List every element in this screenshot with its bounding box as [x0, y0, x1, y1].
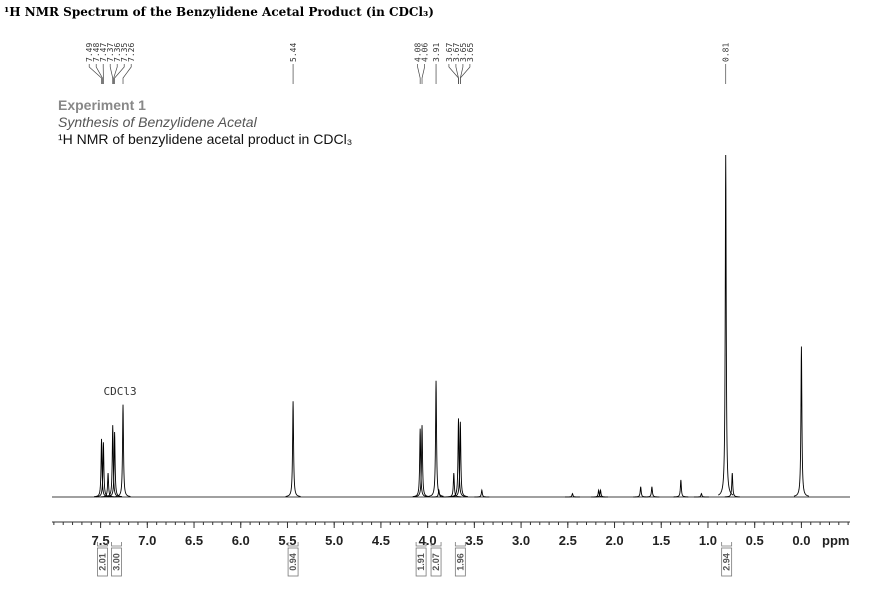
- x-tick-label: 6.5: [185, 533, 203, 548]
- x-tick-label: 4.0: [419, 533, 437, 548]
- peak: [412, 428, 428, 498]
- x-tick-label: 5.5: [278, 533, 296, 548]
- x-tick-label: 6.0: [232, 533, 250, 548]
- integral-box: [454, 547, 466, 577]
- peak: [724, 473, 740, 498]
- peak-leader: [114, 64, 125, 84]
- peak: [474, 488, 490, 498]
- peak: [414, 425, 430, 498]
- header-line: ¹H NMR of benzylidene acetal product in …: [58, 131, 352, 147]
- peak: [452, 421, 468, 498]
- integral-label: 2.07: [431, 553, 441, 571]
- peak-label: 3.65: [459, 43, 468, 62]
- peak-label: 5.44: [289, 43, 298, 62]
- peak: [431, 488, 447, 498]
- integral-bracket: [430, 542, 442, 547]
- integral-box: [97, 547, 108, 577]
- integral-bracket: [111, 542, 122, 547]
- x-tick-label: 2.0: [605, 533, 623, 548]
- header-line: Synthesis of Benzylidene Acetal: [58, 114, 258, 130]
- peak: [107, 432, 123, 498]
- x-tick-label: 0.5: [746, 533, 764, 548]
- peak: [285, 401, 301, 497]
- peak-leader: [88, 64, 102, 84]
- x-tick-label: 3.0: [512, 533, 530, 548]
- peak-label: 3.91: [432, 43, 441, 62]
- integral-box: [430, 547, 442, 577]
- peak: [450, 418, 466, 498]
- integral-label: 1.96: [455, 553, 465, 571]
- x-tick-label: 3.5: [465, 533, 483, 548]
- integral-box: [721, 547, 733, 577]
- peak-label: 7.48: [92, 43, 101, 62]
- peak-label: 7.49: [85, 43, 94, 62]
- integral-bracket: [454, 542, 466, 547]
- peak-leader: [459, 64, 464, 84]
- x-tick-label: 1.5: [652, 533, 670, 548]
- peak-label: 7.47: [99, 43, 108, 62]
- x-tick-label: 0.0: [792, 533, 810, 548]
- peak-leader: [421, 64, 425, 84]
- peak-label: 3.67: [445, 43, 454, 62]
- peak-leader: [455, 64, 459, 84]
- integral-box: [111, 547, 122, 577]
- integral-bracket: [97, 542, 108, 547]
- peak-leader: [459, 64, 471, 84]
- x-tick-label: 2.5: [559, 533, 577, 548]
- peak: [115, 404, 131, 497]
- peak-label: 4.06: [421, 43, 430, 62]
- peak-leader: [109, 64, 114, 84]
- chart-title: ¹H NMR Spectrum of the Benzylidene Aceta…: [4, 5, 434, 19]
- integral-label: 3.00: [111, 553, 121, 571]
- peak-label: 0.81: [722, 43, 731, 62]
- integral-box: [287, 547, 299, 577]
- header-line: Experiment 1: [58, 97, 146, 113]
- peak-leader: [122, 64, 132, 84]
- x-tick-label: 4.5: [372, 533, 390, 548]
- integral-label: 2.94: [722, 553, 732, 571]
- peak: [793, 346, 810, 497]
- peak: [693, 492, 709, 498]
- peak: [94, 438, 110, 498]
- integral-box: [415, 547, 427, 577]
- x-axis-label: ppm: [822, 533, 849, 548]
- peak-label: 7.36: [113, 43, 122, 62]
- integral-label: 1.91: [416, 553, 426, 571]
- peak: [644, 486, 660, 498]
- peak-label: 3.65: [466, 43, 475, 62]
- peak-leader: [113, 64, 118, 84]
- peak-leader: [417, 64, 421, 84]
- integral-bracket: [415, 542, 427, 547]
- peak: [673, 479, 689, 498]
- peak-label: 3.67: [452, 43, 461, 62]
- peak-label: 7.37: [106, 43, 115, 62]
- peak: [718, 154, 734, 496]
- peak: [100, 473, 116, 498]
- peak: [428, 380, 444, 497]
- peak-leader: [448, 64, 459, 84]
- peak-label: 7.35: [120, 43, 129, 62]
- x-tick-label: 7.0: [138, 533, 156, 548]
- peak: [633, 486, 649, 498]
- peak-label: 7.26: [127, 43, 136, 62]
- peak: [446, 473, 462, 498]
- integral-label: 0.94: [288, 553, 298, 571]
- peak-leader: [95, 64, 103, 84]
- integral-bracket: [287, 542, 299, 547]
- peak: [565, 492, 580, 498]
- x-tick-label: 7.5: [92, 533, 110, 548]
- peak-label: 4.08: [414, 43, 423, 62]
- x-tick-label: 5.0: [325, 533, 343, 548]
- x-tick-label: 1.0: [699, 533, 717, 548]
- annotation: CDCl3: [103, 385, 136, 398]
- integral-bracket: [721, 542, 733, 547]
- peak: [593, 488, 608, 498]
- integral-label: 2.01: [97, 553, 107, 571]
